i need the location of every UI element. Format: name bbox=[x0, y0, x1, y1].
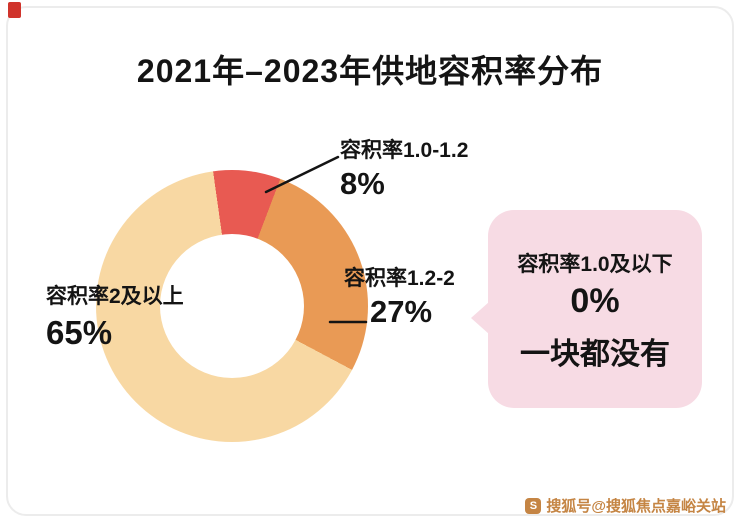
donut-hole bbox=[160, 234, 304, 378]
watermark-text: 搜狐号@搜狐焦点嘉峪关站 bbox=[546, 498, 726, 515]
slice-name: 容积率2及以上 bbox=[46, 285, 184, 308]
callout-title: 容积率1.0及以下 bbox=[517, 253, 673, 276]
callout-note: 一块都没有 bbox=[520, 338, 670, 371]
slice-label-1.2-2: 容积率1.2-2 27% bbox=[344, 262, 455, 330]
sohu-logo-icon: S bbox=[525, 497, 542, 514]
callout-bubble: 容积率1.0及以下 0% 一块都没有 bbox=[471, 210, 702, 408]
slice-name: 容积率1.2-2 bbox=[344, 267, 455, 290]
slice-percent: 8% bbox=[340, 166, 385, 201]
slice-percent: 65% bbox=[46, 314, 113, 351]
slice-label-1.0-1.2: 容积率1.0-1.2 8% bbox=[340, 134, 468, 202]
donut-chart bbox=[96, 170, 368, 442]
callout-tail bbox=[471, 302, 489, 334]
corner-marker bbox=[8, 2, 21, 18]
callout-value: 0% bbox=[570, 282, 620, 320]
watermark: S 搜狐号@搜狐焦点嘉峪关站 bbox=[525, 495, 726, 516]
slice-percent: 27% bbox=[370, 294, 433, 329]
slice-label-2-and-above: 容积率2及以上 65% bbox=[46, 280, 184, 352]
slice-name: 容积率1.0-1.2 bbox=[340, 139, 469, 162]
chart-title: 2021年–2023年供地容积率分布 bbox=[136, 53, 604, 89]
